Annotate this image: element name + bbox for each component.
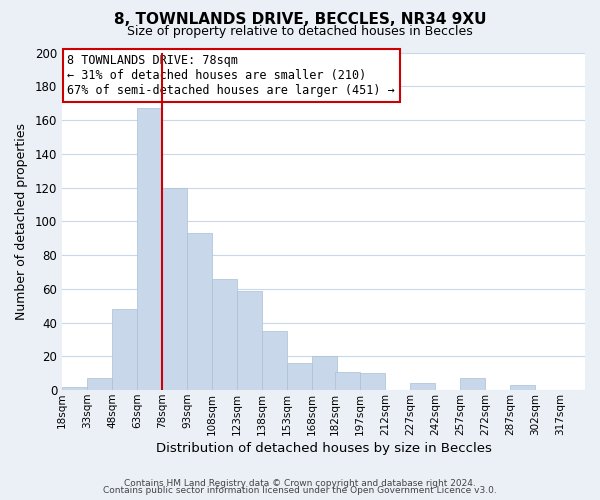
- Bar: [510, 385, 535, 390]
- Bar: [262, 331, 287, 390]
- Text: Contains HM Land Registry data © Crown copyright and database right 2024.: Contains HM Land Registry data © Crown c…: [124, 478, 476, 488]
- Bar: [237, 290, 262, 390]
- X-axis label: Distribution of detached houses by size in Beccles: Distribution of detached houses by size …: [155, 442, 491, 455]
- Bar: [87, 378, 112, 390]
- Bar: [187, 233, 212, 390]
- Bar: [62, 387, 87, 390]
- Text: 8 TOWNLANDS DRIVE: 78sqm
← 31% of detached houses are smaller (210)
67% of semi-: 8 TOWNLANDS DRIVE: 78sqm ← 31% of detach…: [67, 54, 395, 97]
- Bar: [162, 188, 187, 390]
- Bar: [460, 378, 485, 390]
- Bar: [287, 363, 312, 390]
- Text: 8, TOWNLANDS DRIVE, BECCLES, NR34 9XU: 8, TOWNLANDS DRIVE, BECCLES, NR34 9XU: [114, 12, 486, 28]
- Bar: [312, 356, 337, 390]
- Bar: [212, 278, 237, 390]
- Bar: [112, 309, 137, 390]
- Bar: [360, 374, 385, 390]
- Text: Contains public sector information licensed under the Open Government Licence v3: Contains public sector information licen…: [103, 486, 497, 495]
- Bar: [137, 108, 162, 390]
- Y-axis label: Number of detached properties: Number of detached properties: [15, 123, 28, 320]
- Bar: [410, 384, 435, 390]
- Text: Size of property relative to detached houses in Beccles: Size of property relative to detached ho…: [127, 25, 473, 38]
- Bar: [335, 372, 360, 390]
